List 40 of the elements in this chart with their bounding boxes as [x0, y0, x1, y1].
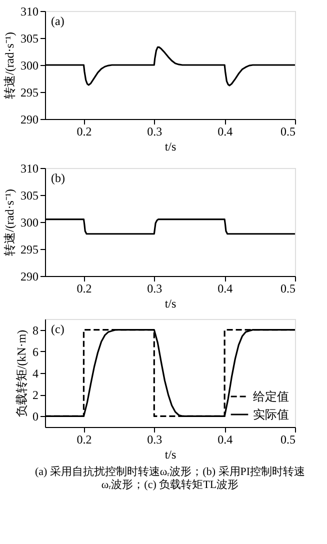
y-tick-label: 300 — [20, 216, 38, 230]
y-tick-label: 8 — [32, 323, 38, 338]
x-tick-label: 0.3 — [147, 432, 162, 446]
x-tick-label: 0.5 — [280, 124, 296, 138]
text: ωᵣ波形；(c) 负载转矩TL波形 — [101, 478, 239, 491]
x-axis-title: t/s — [164, 140, 176, 154]
annotation: (a) — [51, 14, 64, 28]
x-tick-label: 0.4 — [218, 124, 233, 138]
y-tick-label: 310 — [20, 162, 38, 176]
x-tick-label: 0.2 — [76, 282, 92, 296]
annotation: (c) — [51, 322, 64, 336]
y-tick-label: 290 — [20, 270, 38, 284]
x-tick-label: 0.5 — [280, 282, 296, 296]
y-axis-title: 转速/(rad·s⁻¹) — [2, 32, 16, 99]
y-tick-label: 305 — [20, 188, 38, 202]
x-tick-label: 0.5 — [280, 432, 296, 446]
y-tick-label: 2 — [32, 388, 38, 402]
x-axis-title: t/s — [164, 448, 176, 462]
y-tick-label: 290 — [20, 112, 38, 126]
y-axis-title: 转速/(rad·s⁻¹) — [2, 189, 16, 256]
y-tick-label: 6 — [32, 344, 38, 359]
y-tick-label: 295 — [20, 86, 38, 100]
y-tick-label: 0 — [32, 410, 38, 424]
x-tick-label: 0.4 — [218, 432, 233, 446]
legend-label: 实际值 — [253, 408, 289, 422]
x-tick-label: 0.3 — [147, 124, 162, 138]
text: (a) 采用自抗扰控制时转速ωᵣ波形；(b) 采用PI控制时转速 — [34, 465, 306, 478]
x-tick-label: 0.2 — [76, 124, 92, 138]
x-tick-label: 0.3 — [147, 282, 162, 296]
legend-label: 给定值 — [253, 390, 289, 404]
x-axis-title: t/s — [164, 296, 176, 310]
annotation: (b) — [51, 171, 65, 185]
y-tick-label: 295 — [20, 242, 38, 256]
y-tick-label: 305 — [20, 32, 38, 46]
y-tick-label: 310 — [20, 4, 38, 18]
x-tick-label: 0.2 — [76, 432, 92, 446]
y-tick-label: 4 — [32, 366, 38, 380]
y-axis-title: 负载转矩/(kN·m) — [14, 330, 28, 418]
x-tick-label: 0.4 — [218, 282, 233, 296]
y-tick-label: 300 — [20, 58, 38, 72]
